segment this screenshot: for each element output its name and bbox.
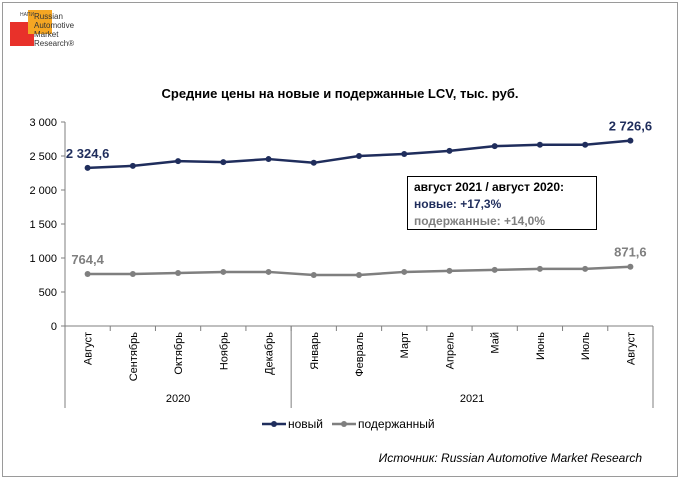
x-tick-label: Январь: [309, 332, 321, 370]
logo-tag: НАПИ: [20, 12, 35, 18]
annotation-box: август 2021 / август 2020: новые: +17,3%…: [407, 176, 597, 230]
x-tick-label: Февраль: [354, 332, 366, 377]
annotation-line-used: подержанные: +14,0%: [414, 214, 545, 228]
data-point: [84, 271, 91, 278]
x-tick-label: Август: [625, 332, 637, 365]
data-label: 2 726,6: [609, 119, 652, 134]
x-tick-label: Октябрь: [173, 332, 185, 375]
data-label: 764,4: [71, 252, 104, 267]
y-tick-label: 2 500: [29, 151, 57, 163]
data-point: [627, 137, 634, 144]
data-point: [627, 263, 634, 270]
legend-label-0: новый: [288, 417, 323, 431]
data-point: [356, 153, 362, 159]
data-point: [129, 270, 136, 277]
data-point: [265, 268, 272, 275]
group-label: 2020: [166, 393, 190, 405]
data-point: [446, 147, 453, 154]
data-point: [220, 159, 227, 166]
chart-title: Средние цены на новые и подержанные LCV,…: [161, 86, 519, 101]
legend-marker-0: [271, 421, 277, 427]
y-tick-label: 2 000: [29, 185, 57, 197]
y-tick-label: 500: [39, 287, 57, 299]
data-point: [536, 265, 543, 272]
data-point: [582, 265, 589, 272]
x-tick-label: Июнь: [535, 332, 547, 360]
logo: НАПИ Russian Automotive Market Research®: [8, 8, 98, 64]
legend-label-1: подержанный: [358, 417, 435, 431]
data-point: [536, 141, 543, 148]
x-tick-label: Май: [490, 332, 502, 354]
y-tick-label: 1 000: [29, 253, 57, 265]
x-tick-label: Сентябрь: [128, 332, 140, 382]
source-note: Источник: Russian Automotive Market Rese…: [378, 451, 642, 465]
x-tick-label: Июль: [580, 332, 592, 360]
group-label: 2021: [460, 393, 484, 405]
data-point: [582, 141, 589, 148]
data-point: [84, 164, 91, 171]
data-point: [220, 268, 227, 275]
data-point: [265, 156, 272, 163]
data-point: [446, 267, 453, 274]
x-tick-label: Декабрь: [264, 332, 276, 375]
logo-text: Russian Automotive Market Research®: [34, 12, 75, 48]
y-tick-label: 3 000: [29, 117, 57, 129]
x-tick-label: Апрель: [444, 332, 456, 370]
data-point: [175, 269, 182, 276]
data-point: [129, 162, 136, 169]
legend-marker-1: [341, 421, 347, 427]
data-point: [491, 266, 498, 273]
y-tick-label: 0: [51, 321, 57, 333]
data-point: [401, 150, 408, 157]
data-point: [401, 268, 408, 275]
data-point: [356, 272, 362, 278]
data-point: [310, 159, 317, 166]
x-tick-label: Август: [83, 332, 95, 365]
data-label: 871,6: [614, 245, 647, 260]
data-label: 2 324,6: [66, 146, 109, 161]
y-tick-label: 1 500: [29, 219, 57, 231]
logo-orange-square: [28, 10, 52, 34]
data-point: [310, 272, 317, 278]
data-point: [175, 158, 182, 165]
x-tick-label: Март: [399, 332, 411, 358]
x-tick-label: Ноябрь: [218, 332, 230, 370]
annotation-line-new: новые: +17,3%: [414, 197, 502, 211]
annotation-line-1: август 2021 / август 2020:: [414, 180, 565, 194]
data-point: [491, 143, 498, 150]
